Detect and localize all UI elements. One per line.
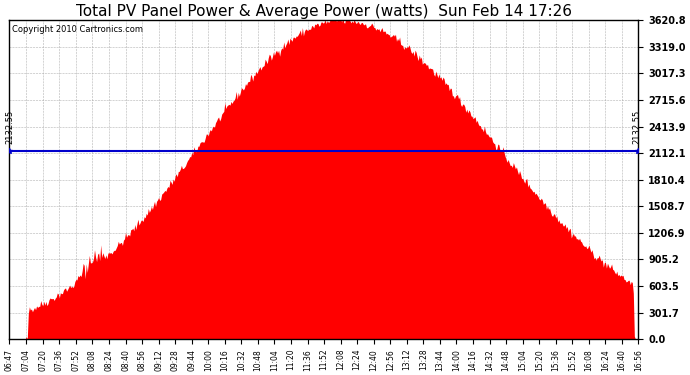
Text: 2132.55: 2132.55	[633, 110, 642, 144]
Text: Copyright 2010 Cartronics.com: Copyright 2010 Cartronics.com	[12, 25, 143, 34]
Text: 2132.55: 2132.55	[6, 110, 14, 144]
Title: Total PV Panel Power & Average Power (watts)  Sun Feb 14 17:26: Total PV Panel Power & Average Power (wa…	[76, 4, 571, 19]
